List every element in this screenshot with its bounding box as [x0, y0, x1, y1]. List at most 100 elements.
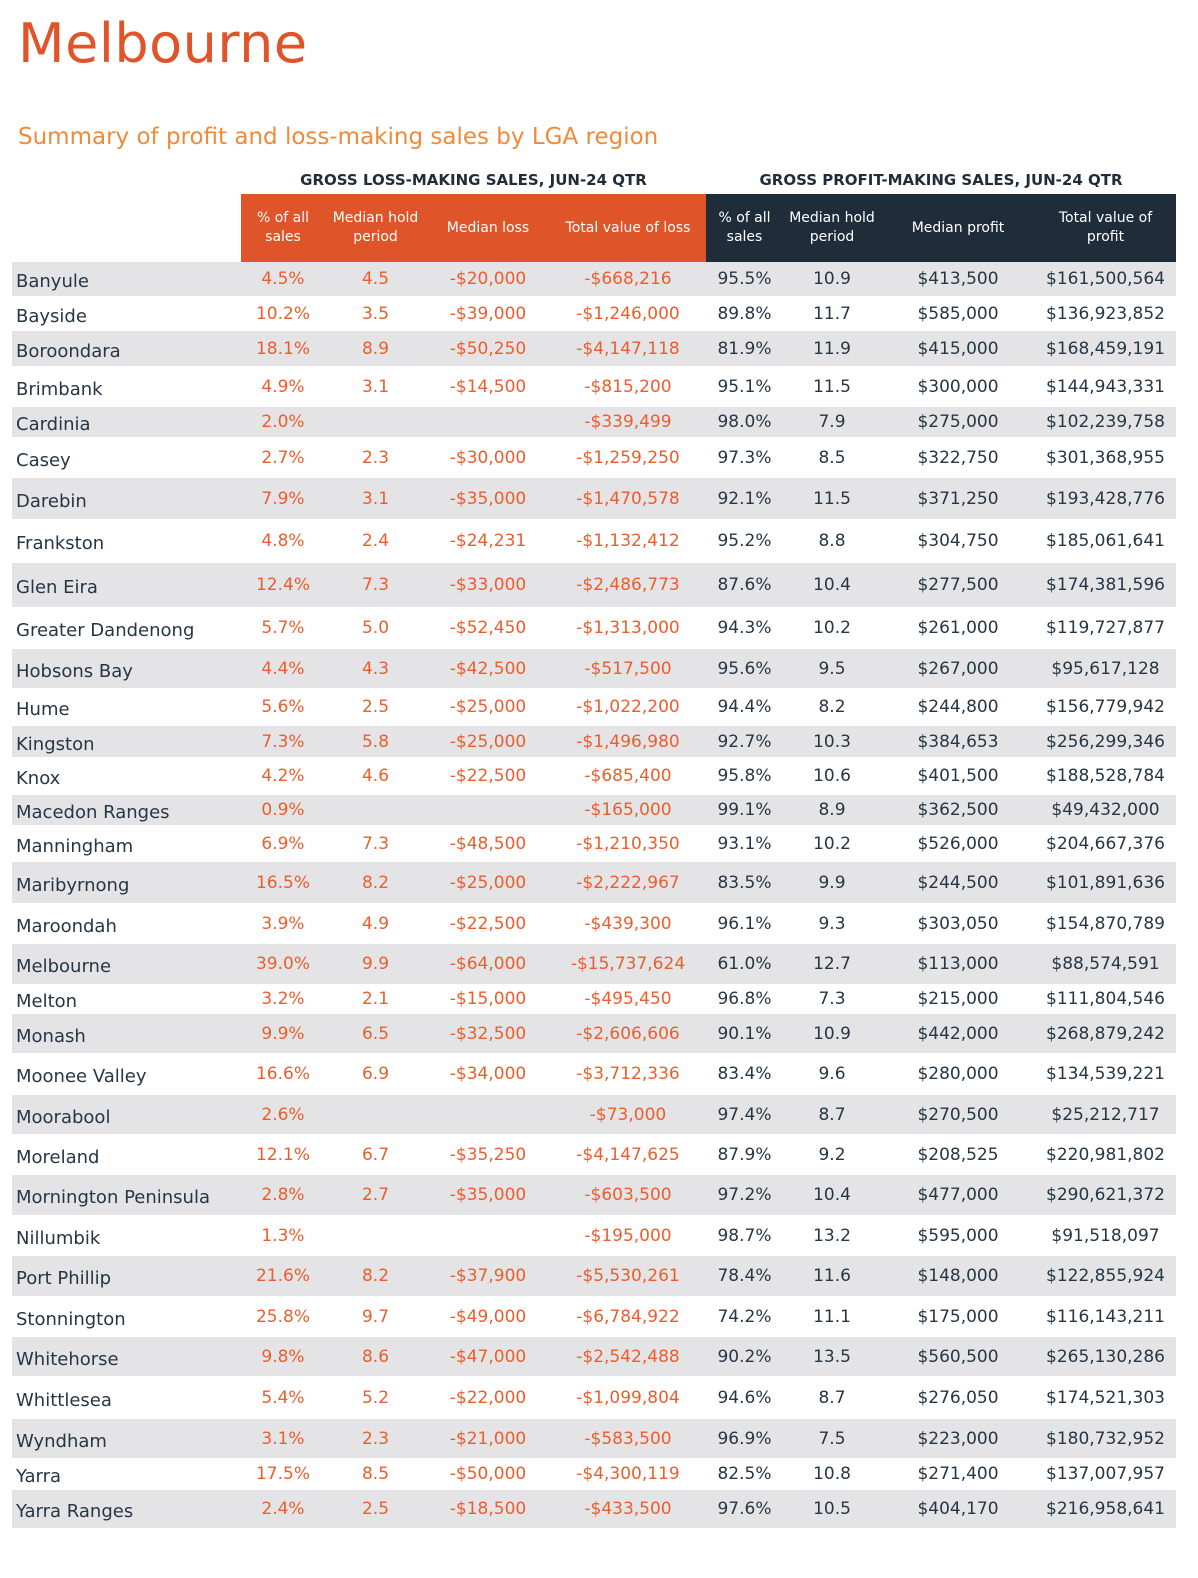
- total-loss: -$2,222,967: [550, 862, 706, 904]
- profit-pct-sales: 61.0%: [706, 944, 783, 985]
- profit-pct-sales: 98.0%: [706, 407, 783, 438]
- loss-median-hold: 8.9: [325, 331, 426, 367]
- profit-pct-sales: 93.1%: [706, 826, 783, 862]
- profit-median-hold: 10.5: [783, 1490, 881, 1529]
- median-profit: $208,525: [881, 1135, 1035, 1175]
- loss-group-heading: GROSS LOSS-MAKING SALES, JUN-24 QTR: [300, 171, 647, 189]
- median-loss: -$48,500: [426, 826, 550, 862]
- median-loss: -$21,000: [426, 1419, 550, 1459]
- profit-pct-sales: 97.4%: [706, 1095, 783, 1135]
- total-loss: -$1,496,980: [550, 726, 706, 758]
- region-name: Wyndham: [12, 1419, 241, 1459]
- total-profit: $256,299,346: [1035, 726, 1176, 758]
- profit-median-hold: 9.6: [783, 1054, 881, 1095]
- loss-median-hold: 6.7: [325, 1135, 426, 1175]
- loss-pct-sales: 3.1%: [241, 1419, 325, 1459]
- profit-median-hold: 10.9: [783, 1014, 881, 1054]
- total-loss: -$433,500: [550, 1490, 706, 1529]
- region-name: Port Phillip: [12, 1256, 241, 1297]
- loss-pct-sales: 2.8%: [241, 1175, 325, 1216]
- table-row: Frankston 4.8% 2.4 -$24,231 -$1,132,412 95.2%…: [12, 520, 1176, 563]
- loss-pct-sales: 2.7%: [241, 438, 325, 478]
- loss-median-hold: 4.5: [325, 262, 426, 297]
- total-profit: $91,518,097: [1035, 1216, 1176, 1256]
- profit-pct-sales: 83.4%: [706, 1054, 783, 1095]
- region-name: Glen Eira: [12, 563, 241, 608]
- total-loss: -$1,246,000: [550, 297, 706, 331]
- region-name: Hume: [12, 689, 241, 726]
- median-profit: $300,000: [881, 367, 1035, 407]
- loss-pct-sales: 39.0%: [241, 944, 325, 985]
- loss-median-hold: [325, 1216, 426, 1256]
- loss-pct-sales: 2.6%: [241, 1095, 325, 1135]
- loss-pct-sales: 5.7%: [241, 608, 325, 649]
- total-loss: -$1,470,578: [550, 478, 706, 520]
- loss-pct-sales: 2.4%: [241, 1490, 325, 1529]
- median-profit: $442,000: [881, 1014, 1035, 1054]
- loss-median-hold: [325, 795, 426, 826]
- region-name: Melbourne: [12, 944, 241, 985]
- total-profit: $136,923,852: [1035, 297, 1176, 331]
- median-profit: $215,000: [881, 985, 1035, 1014]
- total-loss: -$1,132,412: [550, 520, 706, 563]
- total-loss: -$5,530,261: [550, 1256, 706, 1297]
- median-profit: $275,000: [881, 407, 1035, 438]
- profit-pct-sales: 95.1%: [706, 367, 783, 407]
- region-name: Frankston: [12, 520, 241, 563]
- table-row: Maribyrnong 16.5% 8.2 -$25,000 -$2,222,967 83…: [12, 862, 1176, 904]
- median-loss: -$22,500: [426, 758, 550, 795]
- median-profit: $244,800: [881, 689, 1035, 726]
- profit-median-hold: 10.8: [783, 1459, 881, 1490]
- median-loss: -$34,000: [426, 1054, 550, 1095]
- total-profit: $116,143,211: [1035, 1297, 1176, 1337]
- loss-median-hold: 4.6: [325, 758, 426, 795]
- loss-pct-sales: 9.8%: [241, 1337, 325, 1377]
- table-subtitle: Summary of profit and loss-making sales …: [18, 124, 659, 150]
- median-loss: -$35,000: [426, 1175, 550, 1216]
- total-loss: -$815,200: [550, 367, 706, 407]
- loss-pct-sales: 12.1%: [241, 1135, 325, 1175]
- total-loss: -$4,147,625: [550, 1135, 706, 1175]
- table-row: Brimbank 4.9% 3.1 -$14,500 -$815,200 95.1% 11.…: [12, 367, 1176, 407]
- lga-summary-table: % of all sales Median hold period Median…: [12, 194, 1176, 1529]
- total-profit: $156,779,942: [1035, 689, 1176, 726]
- region-name: Moorabool: [12, 1095, 241, 1135]
- profit-median-hold: 8.9: [783, 795, 881, 826]
- loss-pct-sales: 10.2%: [241, 297, 325, 331]
- median-loss: -$37,900: [426, 1256, 550, 1297]
- table-row: Moorabool 2.6% -$73,000 97.4% 8.7 $270,500 $25…: [12, 1095, 1176, 1135]
- region-name: Kingston: [12, 726, 241, 758]
- table-row: Wyndham 3.1% 2.3 -$21,000 -$583,500 96.9% 7.5 $…: [12, 1419, 1176, 1459]
- loss-median-hold: 3.1: [325, 478, 426, 520]
- total-profit: $174,381,596: [1035, 563, 1176, 608]
- median-loss: [426, 1216, 550, 1256]
- profit-median-hold: 8.2: [783, 689, 881, 726]
- profit-median-hold: 10.4: [783, 563, 881, 608]
- total-loss: -$1,313,000: [550, 608, 706, 649]
- loss-pct-sales: 7.9%: [241, 478, 325, 520]
- median-profit: $223,000: [881, 1419, 1035, 1459]
- profit-pct-sales: 94.6%: [706, 1377, 783, 1419]
- table-row: Maroondah 3.9% 4.9 -$22,500 -$439,300 96.1% 9.…: [12, 904, 1176, 944]
- median-loss: -$47,000: [426, 1337, 550, 1377]
- profit-pct-sales: 94.3%: [706, 608, 783, 649]
- table-row: Greater Dandenong 5.7% 5.0 -$52,450 -$1,313,…: [12, 608, 1176, 649]
- profit-median-hold: 9.3: [783, 904, 881, 944]
- profit-pct-sales: 74.2%: [706, 1297, 783, 1337]
- loss-median-hold: 4.3: [325, 649, 426, 689]
- median-profit: $526,000: [881, 826, 1035, 862]
- profit-median-hold: 7.3: [783, 985, 881, 1014]
- profit-pct-sales: 87.6%: [706, 563, 783, 608]
- median-loss: -$25,000: [426, 726, 550, 758]
- loss-pct-sales: 18.1%: [241, 331, 325, 367]
- total-profit: $185,061,641: [1035, 520, 1176, 563]
- loss-pct-sales: 4.9%: [241, 367, 325, 407]
- profit-pct-sales: 99.1%: [706, 795, 783, 826]
- median-loss: -$22,500: [426, 904, 550, 944]
- loss-median-hold: 9.7: [325, 1297, 426, 1337]
- profit-median-hold: 10.9: [783, 262, 881, 297]
- table-row: Cardinia 2.0% -$339,499 98.0% 7.9 $275,000 $10…: [12, 407, 1176, 438]
- total-profit: $188,528,784: [1035, 758, 1176, 795]
- profit-median-hold: 8.7: [783, 1095, 881, 1135]
- median-loss: -$42,500: [426, 649, 550, 689]
